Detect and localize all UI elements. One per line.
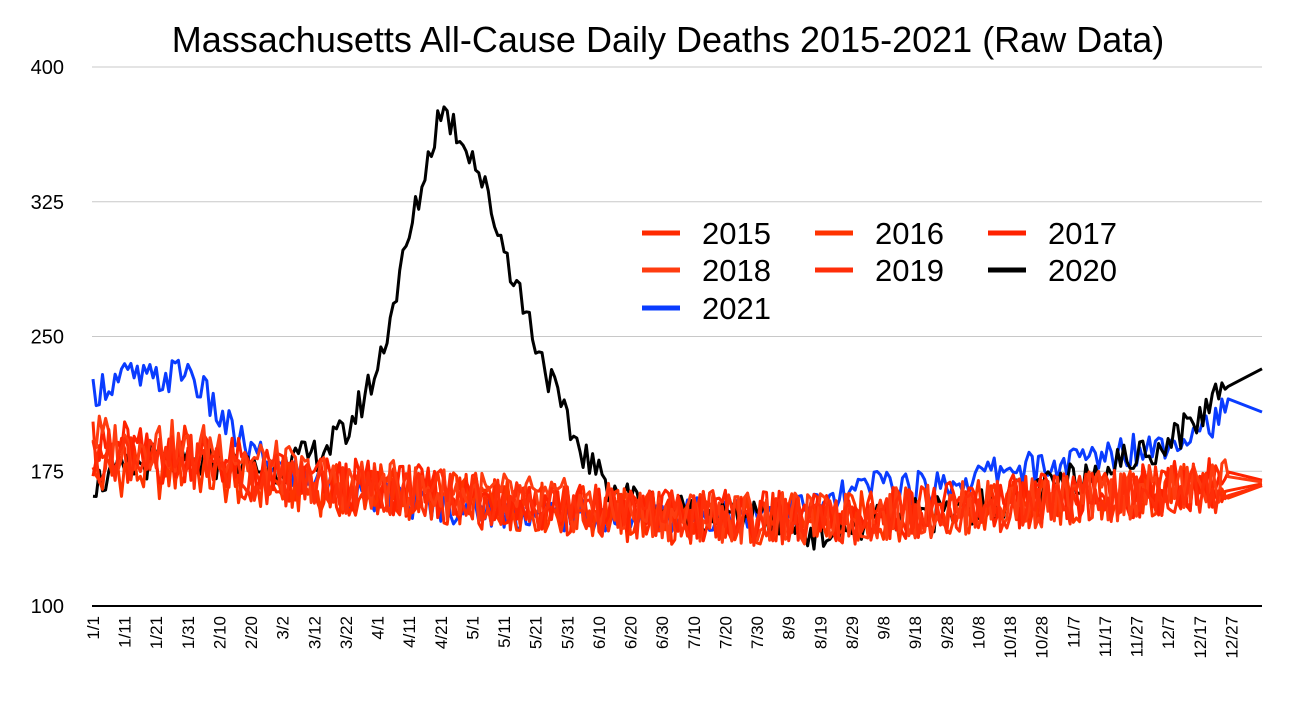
series-line-2017 <box>91 420 1263 543</box>
x-tick-label: 7/30 <box>748 616 767 649</box>
x-tick-label: 6/10 <box>590 616 609 649</box>
x-axis-ticks: 1/1 1/11 1/21 1/31 2/10 2/20 3/2 3/12 3/22 4/1 4/1… <box>84 616 1241 659</box>
legend-label-2018: 2018 <box>702 253 771 288</box>
legend-label-2021: 2021 <box>702 291 771 326</box>
x-tick-label: 11/17 <box>1096 616 1115 657</box>
x-tick-label: 8/29 <box>843 616 862 649</box>
x-tick-label: 11/27 <box>1128 616 1147 657</box>
x-tick-label: 5/21 <box>527 616 546 649</box>
x-tick-label: 5/31 <box>558 616 577 649</box>
y-tick-label: 175 <box>31 461 64 483</box>
x-tick-label: 10/18 <box>1001 616 1020 659</box>
x-tick-label: 1/31 <box>179 616 198 649</box>
x-tick-label: 11/7 <box>1064 616 1083 648</box>
chart-title: Massachusetts All-Cause Daily Deaths 201… <box>172 19 1164 60</box>
x-tick-label: 6/20 <box>622 616 641 649</box>
x-tick-label: 2/10 <box>210 616 229 649</box>
x-tick-label: 1/11 <box>116 616 135 648</box>
x-tick-label: 7/10 <box>685 616 704 649</box>
x-tick-label: 4/21 <box>432 616 451 649</box>
legend-label-2020: 2020 <box>1048 253 1117 288</box>
x-tick-label: 12/27 <box>1222 616 1241 659</box>
x-tick-label: 6/30 <box>653 616 672 649</box>
x-tick-label: 12/17 <box>1191 616 1210 659</box>
x-tick-label: 8/9 <box>780 616 799 640</box>
x-tick-label: 1/21 <box>147 616 166 649</box>
legend-label-2016: 2016 <box>875 216 944 251</box>
x-tick-label: 8/19 <box>811 616 830 649</box>
y-axis-ticks: 100 175 250 325 400 <box>31 57 64 618</box>
x-tick-label: 3/2 <box>274 616 293 640</box>
y-tick-label: 325 <box>31 192 64 214</box>
x-tick-label: 7/20 <box>716 616 735 649</box>
legend-label-2019: 2019 <box>875 253 944 288</box>
x-tick-label: 10/8 <box>969 616 988 649</box>
x-tick-label: 4/1 <box>369 616 388 640</box>
x-tick-label: 2/20 <box>242 616 261 649</box>
x-tick-label: 1/1 <box>84 616 103 640</box>
legend: 2015 2016 2017 2018 2019 2020 2021 <box>642 216 1117 326</box>
x-tick-label: 5/1 <box>463 616 482 640</box>
x-tick-label: 5/11 <box>495 616 514 648</box>
series-line-2019 <box>91 428 1263 547</box>
series-line-2018 <box>91 414 1263 546</box>
x-tick-label: 9/8 <box>875 616 894 640</box>
x-tick-label: 9/28 <box>938 616 957 649</box>
x-tick-label: 4/11 <box>400 616 419 648</box>
x-tick-label: 3/22 <box>337 616 356 649</box>
y-tick-label: 250 <box>31 327 64 349</box>
y-tick-label: 400 <box>31 57 64 79</box>
x-tick-label: 9/18 <box>906 616 925 649</box>
y-tick-label: 100 <box>31 596 64 618</box>
x-tick-label: 3/12 <box>305 616 324 649</box>
legend-label-2015: 2015 <box>702 216 771 251</box>
series-lines <box>91 105 1263 551</box>
x-tick-label: 10/28 <box>1033 616 1052 659</box>
x-tick-label: 12/7 <box>1159 616 1178 649</box>
legend-label-2017: 2017 <box>1048 216 1117 251</box>
